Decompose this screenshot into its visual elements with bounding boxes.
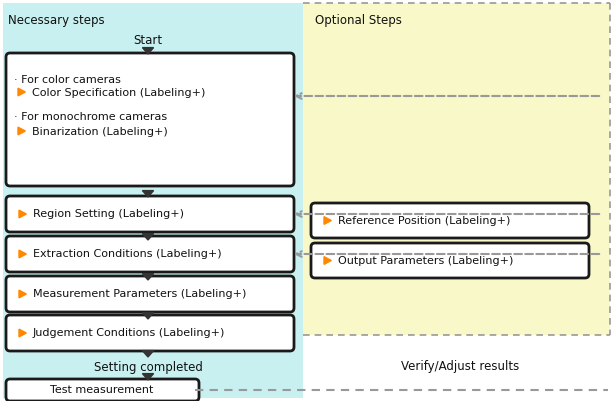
Text: Extraction Conditions (Labeling+): Extraction Conditions (Labeling+) — [33, 249, 221, 259]
Polygon shape — [143, 234, 154, 240]
Text: Test measurement: Test measurement — [50, 385, 154, 395]
Polygon shape — [19, 329, 26, 337]
Text: Judgement Conditions (Labeling+): Judgement Conditions (Labeling+) — [33, 328, 225, 338]
FancyBboxPatch shape — [6, 276, 294, 312]
FancyBboxPatch shape — [6, 53, 294, 186]
Polygon shape — [19, 290, 26, 298]
Text: Verify/Adjust results: Verify/Adjust results — [401, 360, 519, 373]
Polygon shape — [143, 48, 154, 54]
Text: Necessary steps: Necessary steps — [8, 14, 105, 27]
Polygon shape — [19, 210, 26, 218]
Text: Color Specification (Labeling+): Color Specification (Labeling+) — [32, 88, 205, 98]
Polygon shape — [18, 88, 25, 96]
Text: · For color cameras: · For color cameras — [14, 75, 121, 85]
Text: Measurement Parameters (Labeling+): Measurement Parameters (Labeling+) — [33, 289, 247, 299]
Polygon shape — [143, 374, 154, 380]
Text: · For monochrome cameras: · For monochrome cameras — [14, 112, 167, 122]
Text: Output Parameters (Labeling+): Output Parameters (Labeling+) — [338, 255, 514, 265]
Polygon shape — [143, 273, 154, 280]
Polygon shape — [324, 217, 331, 224]
Text: Setting completed: Setting completed — [93, 361, 202, 374]
Text: Region Setting (Labeling+): Region Setting (Labeling+) — [33, 209, 184, 219]
Text: Optional Steps: Optional Steps — [315, 14, 402, 27]
FancyBboxPatch shape — [6, 379, 199, 401]
FancyBboxPatch shape — [311, 203, 589, 238]
Text: Binarization (Labeling+): Binarization (Labeling+) — [32, 127, 168, 137]
FancyBboxPatch shape — [311, 243, 589, 278]
FancyBboxPatch shape — [6, 196, 294, 232]
Polygon shape — [19, 250, 26, 258]
FancyBboxPatch shape — [6, 315, 294, 351]
FancyBboxPatch shape — [6, 236, 294, 272]
Polygon shape — [143, 350, 154, 357]
Text: Start: Start — [133, 34, 162, 47]
Polygon shape — [143, 190, 154, 197]
FancyBboxPatch shape — [3, 3, 303, 398]
Text: Reference Position (Labeling+): Reference Position (Labeling+) — [338, 215, 510, 225]
Polygon shape — [143, 313, 154, 319]
Polygon shape — [18, 127, 25, 135]
Polygon shape — [324, 257, 331, 264]
FancyBboxPatch shape — [303, 3, 610, 335]
